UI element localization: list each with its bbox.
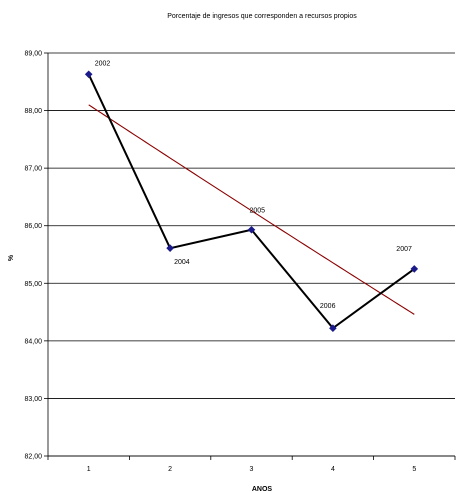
x-tick-label: 3 <box>250 466 254 473</box>
gridlines <box>48 52 455 457</box>
data-label: 2006 <box>320 303 336 310</box>
data-point <box>410 265 419 273</box>
series-group <box>87 73 415 330</box>
trendline-group <box>88 104 415 315</box>
x-tick-label: 5 <box>412 466 416 473</box>
y-tick-labels: 82,00 83,00 84,00 85,00 86,00 87,00 88,00 89,00 <box>24 51 42 461</box>
data-label: 2007 <box>396 246 412 253</box>
x-tick-label: 2 <box>168 466 172 473</box>
y-tick-label: 84,00 <box>24 338 42 345</box>
chart-title: Porcentaje de ingresos que corresponden … <box>167 13 357 20</box>
data-point <box>329 324 337 332</box>
y-tick-label: 86,00 <box>24 223 42 230</box>
data-point <box>166 244 174 252</box>
data-point <box>84 70 93 79</box>
axes <box>44 52 456 460</box>
x-tick-label: 1 <box>87 466 91 473</box>
y-tick-label: 87,00 <box>24 166 42 173</box>
data-point <box>247 225 256 234</box>
x-axis-label: ANOS <box>252 486 273 493</box>
y-tick-label: 89,00 <box>24 51 42 58</box>
data-label: 2004 <box>174 259 190 266</box>
y-tick-label: 83,00 <box>24 396 42 403</box>
point-labels-group: 2002 2004 2005 2006 2007 <box>95 60 412 310</box>
y-tick-label: 88,00 <box>24 108 42 115</box>
y-axis-label: % <box>8 254 15 261</box>
x-tick-labels: 1 2 3 4 5 <box>87 466 417 473</box>
y-tick-label: 85,00 <box>24 281 42 288</box>
x-tick-label: 4 <box>331 466 335 473</box>
trendline <box>88 104 415 315</box>
y-tick-label: 82,00 <box>24 454 42 461</box>
data-label: 2002 <box>95 60 111 67</box>
series-line <box>87 73 415 330</box>
data-label: 2005 <box>250 208 266 215</box>
markers-group <box>84 70 419 332</box>
